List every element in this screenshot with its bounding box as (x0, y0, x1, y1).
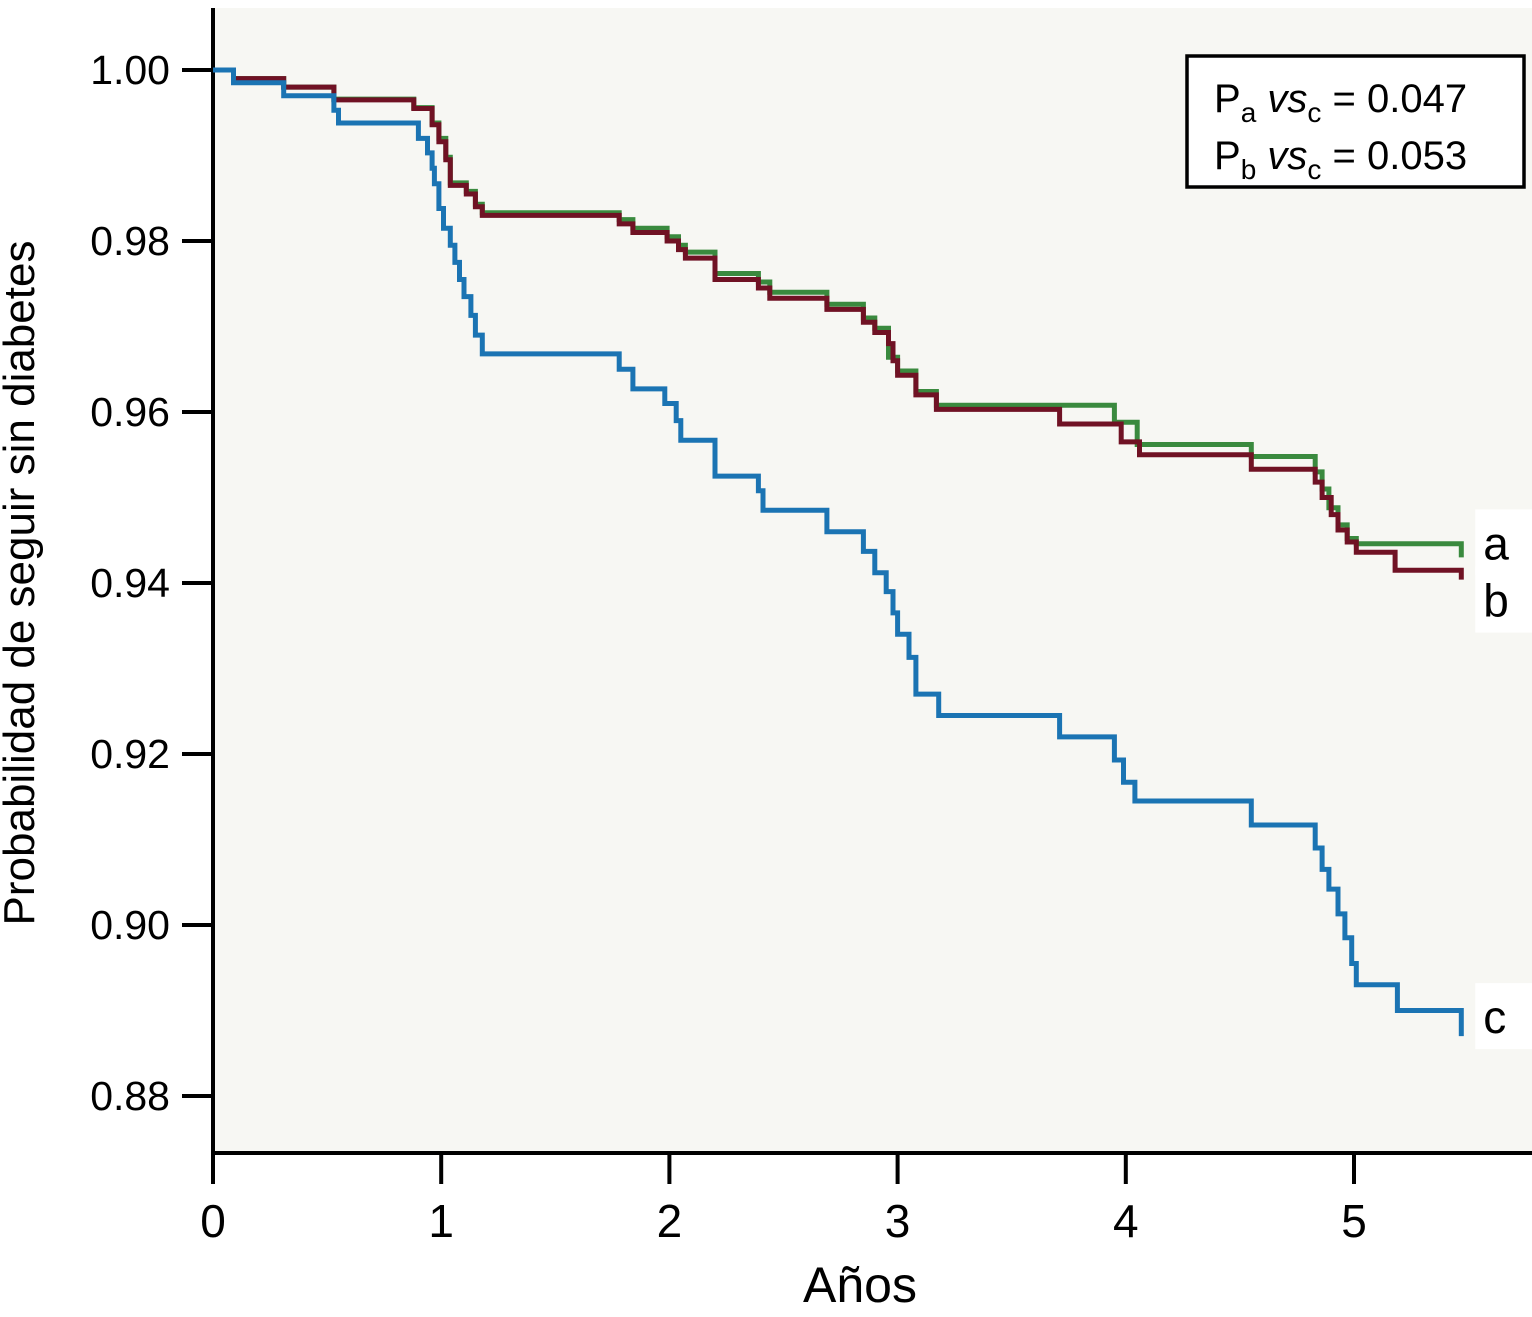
y-axis-tick-label: 1.00 (90, 47, 170, 93)
curve-label-background (1475, 509, 1532, 576)
y-axis-tick-label: 0.92 (90, 731, 170, 777)
pvalue-legend-part: vs (1256, 134, 1307, 178)
x-axis-tick-label: 0 (200, 1195, 226, 1247)
y-axis-tick-label: 0.98 (90, 218, 170, 264)
pvalue-legend-line: Pa vsc = 0.047 (1214, 77, 1467, 128)
curve-end-label-a: a (1483, 517, 1509, 569)
pvalue-legend-part: c (1307, 154, 1321, 185)
pvalue-legend-part: b (1241, 154, 1257, 185)
pvalue-legend-part: P (1214, 134, 1241, 178)
curve-c (213, 67, 1464, 1037)
y-axis-title: Probabilidad de seguir sin diabetes (0, 241, 44, 926)
pvalue-legend-part: c (1307, 97, 1321, 128)
x-axis-tick-label: 1 (428, 1195, 454, 1247)
y-axis-tick-label: 0.88 (90, 1073, 170, 1119)
x-axis-tick-label: 2 (657, 1195, 683, 1247)
y-axis-tick-label: 0.90 (90, 902, 170, 948)
pvalue-legend-part: a (1241, 97, 1257, 128)
pvalue-legend-part: vs (1256, 77, 1307, 121)
curve-label-background (1475, 566, 1532, 633)
curve-end-label-b: b (1483, 575, 1509, 627)
y-axis-tick-label: 0.96 (90, 389, 170, 435)
pvalue-legend-part: = 0.047 (1321, 77, 1467, 121)
pvalue-legend-line: Pb vsc = 0.053 (1214, 134, 1467, 185)
curve-label-background (1475, 983, 1532, 1050)
x-axis-tick-label: 3 (885, 1195, 911, 1247)
curve-b (213, 67, 1464, 580)
x-axis-tick-label: 4 (1113, 1195, 1139, 1247)
x-axis-tick-label: 5 (1341, 1195, 1367, 1247)
curve-end-label-c: c (1483, 991, 1506, 1043)
x-axis-title: Años (803, 1257, 917, 1313)
plot-area-background (213, 8, 1532, 1153)
pvalue-legend-part: = 0.053 (1321, 134, 1467, 178)
y-axis-tick-label: 0.94 (90, 560, 170, 606)
pvalue-legend-part: P (1214, 77, 1241, 121)
pvalue-legend-box (1185, 54, 1526, 189)
